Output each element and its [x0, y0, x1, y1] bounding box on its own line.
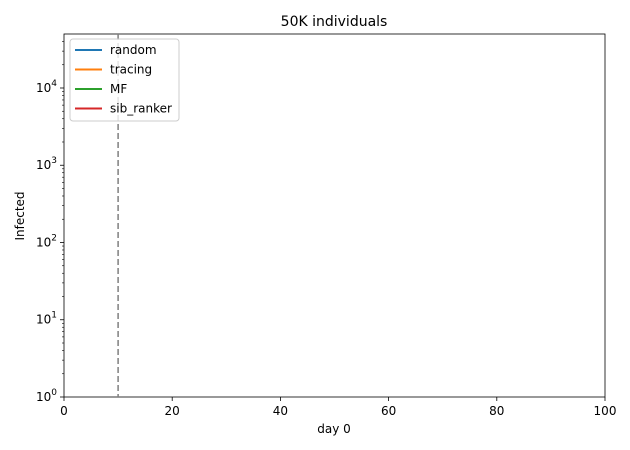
legend-box: [69, 38, 180, 122]
y-axis-label: Infected: [13, 191, 27, 240]
y-tick-exponent: 2: [51, 233, 57, 243]
x-tick-label: 100: [594, 404, 617, 418]
legend: random tracing MF sib_ranker: [69, 38, 180, 122]
y-tick-base: 10: [36, 158, 51, 172]
y-tick-exponent: 3: [51, 156, 57, 166]
y-tick-label: 102: [36, 233, 57, 249]
y-tick-base: 10: [36, 390, 51, 404]
x-tick-label: 60: [381, 404, 396, 418]
y-tick-exponent: 0: [51, 388, 57, 398]
y-tick-base: 10: [36, 313, 51, 327]
legend-label: MF: [110, 82, 127, 96]
y-tick-base: 10: [36, 235, 51, 249]
y-tick-label: 100: [36, 388, 57, 404]
plot-area: [63, 33, 606, 398]
y-tick-exponent: 4: [51, 79, 57, 89]
legend-label: tracing: [110, 63, 152, 77]
legend-label: sib_ranker: [110, 102, 172, 116]
y-tick-exponent: 1: [51, 311, 57, 321]
x-axis-label: day 0: [317, 422, 351, 436]
x-tick-label: 20: [165, 404, 180, 418]
y-tick-label: 101: [36, 311, 57, 327]
y-tick-label: 104: [36, 79, 57, 95]
x-tick-label: 80: [489, 404, 504, 418]
legend-label: random: [110, 43, 157, 57]
y-tick-base: 10: [36, 81, 51, 95]
y-tick-label: 103: [36, 156, 57, 172]
x-tick-label: 40: [273, 404, 288, 418]
x-tick-label: 0: [60, 404, 68, 418]
chart-title: 50K individuals: [281, 14, 388, 30]
